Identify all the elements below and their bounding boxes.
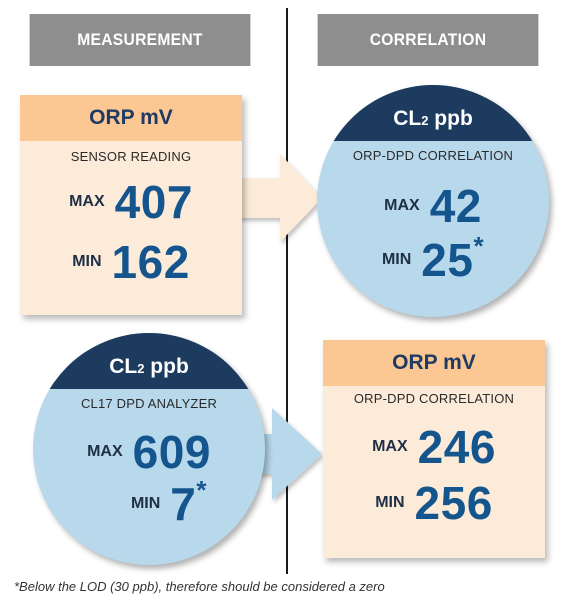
max-value: 246	[417, 421, 496, 473]
circle-title: CL2 ppb	[393, 107, 473, 130]
max-value: 42	[429, 180, 482, 232]
orp-min-row: MIN 256	[323, 480, 545, 526]
circle-min-row: MIN 7*	[33, 475, 265, 530]
min-value: 25*	[421, 231, 485, 286]
min-label: MIN	[381, 251, 412, 268]
circle-title: CL2 ppb	[109, 355, 189, 378]
max-label: MAX	[384, 197, 420, 214]
min-value: 162	[111, 236, 190, 288]
blue-arrow-icon	[218, 408, 322, 500]
peach-arrow-icon	[228, 154, 322, 242]
orp-box-subtitle: ORP-DPD CORRELATION	[353, 391, 515, 406]
orp-max-row: MAX 246	[323, 424, 545, 470]
min-label: MIN	[375, 494, 405, 511]
min-label: MIN	[130, 495, 161, 512]
max-value: 407	[114, 176, 193, 228]
orp-correlation-box: ORP mV ORP-DPD CORRELATION MAX 246 MIN 2…	[323, 340, 545, 558]
min-value: 256	[414, 477, 493, 529]
cl2-correlation-circle: CL2 ppb ORP-DPD CORRELATION MAX 42 MIN 2…	[317, 85, 549, 317]
min-label: MIN	[72, 253, 102, 270]
sensor-box-subtitle: SENSOR READING	[70, 149, 192, 164]
orp-box-title: ORP mV	[323, 340, 545, 386]
max-label: MAX	[69, 193, 105, 210]
measurement-header: MEASUREMENT	[29, 14, 251, 66]
footnote: *Below the LOD (30 ppb), therefore shoul…	[14, 579, 385, 594]
sensor-box-title: ORP mV	[20, 95, 242, 141]
circle-max-row: MAX 42	[317, 183, 549, 229]
max-label: MAX	[372, 438, 408, 455]
circle-cap: CL2 ppb	[317, 85, 549, 141]
max-value: 609	[132, 426, 211, 478]
circle-cap: CL2 ppb	[33, 333, 265, 389]
circle-subtitle: CL17 DPD ANALYZER	[80, 396, 218, 411]
sensor-min-row: MIN 162	[20, 239, 242, 285]
min-value: 7*	[170, 475, 208, 530]
sensor-max-row: MAX 407	[20, 179, 242, 225]
dpd-analyzer-circle: CL2 ppb CL17 DPD ANALYZER MAX 609 MIN 7*	[33, 333, 265, 565]
circle-max-row: MAX 609	[33, 429, 265, 475]
correlation-header: CORRELATION	[317, 14, 539, 66]
column-divider	[286, 8, 288, 574]
circle-min-row: MIN 25*	[317, 231, 549, 286]
max-label: MAX	[87, 443, 123, 460]
sensor-reading-box: ORP mV SENSOR READING MAX 407 MIN 162	[20, 95, 242, 315]
circle-subtitle: ORP-DPD CORRELATION	[352, 148, 514, 163]
